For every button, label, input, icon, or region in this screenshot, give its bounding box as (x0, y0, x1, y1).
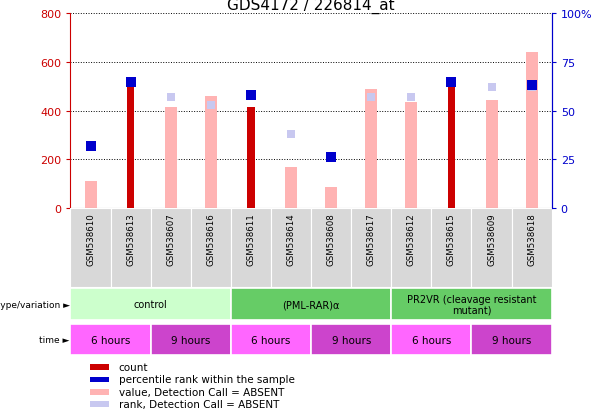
FancyBboxPatch shape (191, 209, 231, 287)
Point (86, 143, 96, 150)
FancyBboxPatch shape (231, 209, 271, 287)
Bar (448, 87, 455, 209)
Text: 6 hours: 6 hours (91, 335, 131, 345)
Title: GDS4172 / 226814_at: GDS4172 / 226814_at (227, 0, 395, 14)
Point (367, 95, 376, 101)
FancyBboxPatch shape (271, 209, 311, 287)
FancyBboxPatch shape (391, 209, 432, 287)
Bar (89, 377, 109, 382)
FancyBboxPatch shape (151, 209, 191, 287)
Bar (89, 365, 109, 370)
Point (446, 79, 456, 85)
FancyBboxPatch shape (391, 324, 471, 356)
Text: count: count (119, 362, 148, 372)
FancyBboxPatch shape (311, 324, 391, 356)
Bar (89, 401, 109, 407)
Bar (205, 97, 217, 209)
FancyBboxPatch shape (512, 209, 552, 287)
Text: GSM538613: GSM538613 (126, 212, 135, 265)
Bar (247, 108, 254, 209)
Text: control: control (134, 299, 167, 310)
Bar (89, 389, 109, 394)
Point (406, 95, 416, 101)
Bar (285, 167, 297, 209)
Text: GSM538607: GSM538607 (166, 212, 175, 265)
FancyBboxPatch shape (70, 324, 151, 356)
FancyBboxPatch shape (471, 324, 552, 356)
Text: 9 hours: 9 hours (332, 335, 371, 345)
FancyBboxPatch shape (311, 209, 351, 287)
Point (126, 79, 135, 85)
Bar (85, 182, 97, 209)
Text: 9 hours: 9 hours (171, 335, 210, 345)
FancyBboxPatch shape (391, 289, 552, 320)
Bar (485, 101, 498, 209)
Text: 6 hours: 6 hours (412, 335, 451, 345)
Text: GSM538612: GSM538612 (407, 212, 416, 265)
Bar (365, 90, 377, 209)
Text: GSM538615: GSM538615 (447, 212, 456, 265)
Text: 6 hours: 6 hours (251, 335, 291, 345)
FancyBboxPatch shape (231, 289, 391, 320)
Text: value, Detection Call = ABSENT: value, Detection Call = ABSENT (119, 387, 284, 397)
Bar (165, 108, 177, 209)
Text: genotype/variation ►: genotype/variation ► (0, 300, 70, 309)
Point (326, 155, 336, 161)
Point (286, 131, 296, 138)
Point (326, 155, 336, 161)
FancyBboxPatch shape (151, 324, 231, 356)
FancyBboxPatch shape (432, 209, 471, 287)
Text: GSM538608: GSM538608 (327, 212, 336, 265)
Text: 9 hours: 9 hours (492, 335, 531, 345)
FancyBboxPatch shape (110, 209, 151, 287)
Text: PR2VR (cleavage resistant
mutant): PR2VR (cleavage resistant mutant) (407, 294, 536, 315)
FancyBboxPatch shape (231, 324, 311, 356)
FancyBboxPatch shape (70, 289, 231, 320)
Text: GSM538618: GSM538618 (527, 212, 536, 265)
Text: time ►: time ► (39, 335, 70, 344)
Point (487, 85, 497, 92)
Point (86, 143, 96, 150)
Point (246, 93, 256, 99)
Text: GSM538610: GSM538610 (86, 212, 95, 265)
Point (527, 83, 536, 90)
Text: percentile rank within the sample: percentile rank within the sample (119, 375, 294, 385)
FancyBboxPatch shape (351, 209, 391, 287)
FancyBboxPatch shape (471, 209, 512, 287)
Text: GSM538616: GSM538616 (207, 212, 215, 265)
FancyBboxPatch shape (70, 209, 110, 287)
Bar (325, 188, 337, 209)
Text: rank, Detection Call = ABSENT: rank, Detection Call = ABSENT (119, 399, 279, 409)
Text: GSM538609: GSM538609 (487, 212, 496, 265)
Point (166, 95, 176, 101)
Text: GSM538617: GSM538617 (367, 212, 376, 265)
Bar (525, 53, 538, 209)
Point (527, 85, 536, 92)
Text: GSM538614: GSM538614 (286, 212, 295, 265)
Bar (405, 103, 417, 209)
Bar (127, 80, 134, 209)
Text: (PML-RAR)α: (PML-RAR)α (283, 299, 340, 310)
Point (206, 102, 216, 109)
Text: GSM538611: GSM538611 (246, 212, 256, 265)
